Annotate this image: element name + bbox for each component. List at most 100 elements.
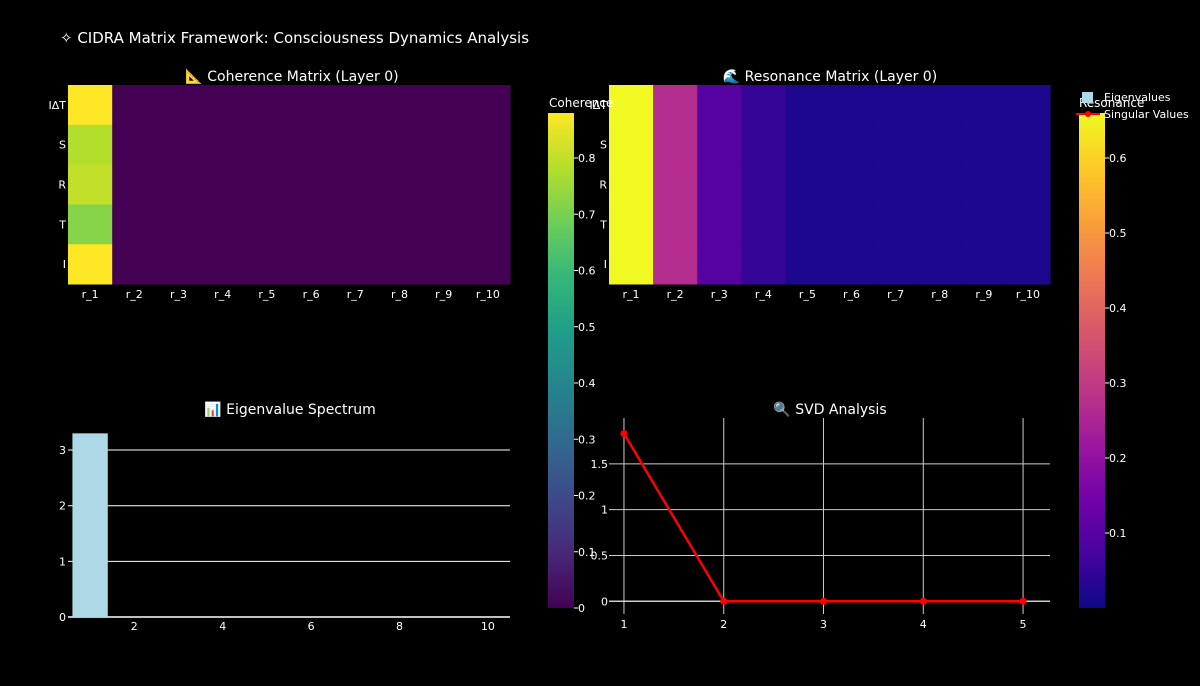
coh-cell-2-1 bbox=[112, 164, 157, 205]
svd-point bbox=[820, 597, 828, 605]
res-cell-4-5 bbox=[829, 244, 875, 285]
coh-cell-1-6 bbox=[333, 124, 378, 166]
res-cell-0-8 bbox=[961, 85, 1007, 126]
res-cell-0-3 bbox=[741, 85, 786, 126]
res-cb-tick-label: 0.5 bbox=[1109, 227, 1127, 240]
coh-cell-4-5 bbox=[289, 244, 334, 285]
coherence-colorbar: Coherence 0 0.1 0.2 0.3 0.4 0.5 0.6 0.7 0.8 bbox=[548, 96, 613, 615]
svd-gridlines bbox=[609, 418, 1050, 614]
res-y-tick: T bbox=[599, 218, 607, 231]
res-y-tick: I bbox=[604, 258, 607, 271]
res-cell-4-9 bbox=[1005, 244, 1051, 285]
res-cell-0-1 bbox=[653, 85, 698, 126]
res-x-tick: r_5 bbox=[799, 288, 816, 301]
legend-eigenvalues-swatch bbox=[1082, 92, 1093, 103]
res-cell-2-0 bbox=[609, 164, 654, 205]
resonance-title: 🌊 Resonance Matrix (Layer 0) bbox=[723, 68, 937, 85]
coh-x-tick: r_3 bbox=[170, 288, 187, 301]
eigen-x-ticks: 2 4 6 8 10 bbox=[131, 620, 495, 633]
coh-cb-tick-label: 0 bbox=[578, 602, 585, 615]
res-cb-tick-label: 0.3 bbox=[1109, 377, 1127, 390]
legend-item-singular-values[interactable]: Singular Values bbox=[1076, 108, 1189, 121]
coh-cb-tick-label: 0.5 bbox=[578, 321, 596, 334]
coh-cell-1-3 bbox=[200, 124, 246, 166]
coh-x-tick: r_10 bbox=[476, 288, 500, 301]
eigen-y-tick: 3 bbox=[59, 444, 66, 457]
coh-cell-3-2 bbox=[156, 204, 202, 245]
res-cell-2-8 bbox=[961, 164, 1007, 205]
res-cell-4-6 bbox=[873, 244, 919, 285]
coh-cell-2-4 bbox=[244, 164, 290, 205]
res-x-tick: r_9 bbox=[975, 288, 992, 301]
svd-x-tick: 2 bbox=[720, 618, 727, 631]
coh-cell-0-8 bbox=[421, 85, 467, 126]
res-cell-1-2 bbox=[697, 124, 742, 166]
coh-cell-3-4 bbox=[244, 204, 290, 245]
res-cell-2-3 bbox=[741, 164, 786, 205]
res-cb-tick-label: 0.6 bbox=[1109, 152, 1127, 165]
res-cell-2-1 bbox=[653, 164, 698, 205]
coh-cell-0-0 bbox=[68, 85, 113, 126]
res-cell-2-4 bbox=[785, 164, 830, 205]
res-cb-tick-label: 0.2 bbox=[1109, 452, 1127, 465]
res-cell-1-7 bbox=[917, 124, 963, 166]
res-cell-4-8 bbox=[961, 244, 1007, 285]
coh-y-tick: T bbox=[58, 218, 66, 231]
coh-cell-2-5 bbox=[289, 164, 334, 205]
res-cell-0-4 bbox=[785, 85, 830, 126]
resonance-y-ticks: IΔT S R T I bbox=[590, 99, 608, 271]
coh-cell-3-3 bbox=[200, 204, 246, 245]
coh-cell-0-3 bbox=[200, 85, 246, 126]
res-cell-1-4 bbox=[785, 124, 830, 166]
coh-x-tick: r_1 bbox=[82, 288, 99, 301]
svd-point bbox=[720, 597, 728, 605]
coh-cell-0-2 bbox=[156, 85, 202, 126]
res-cell-0-2 bbox=[697, 85, 742, 126]
coh-cell-1-8 bbox=[421, 124, 467, 166]
svd-x-tick: 1 bbox=[620, 618, 627, 631]
coh-cell-1-2 bbox=[156, 124, 202, 166]
res-y-tick: R bbox=[599, 179, 607, 192]
resonance-heatmap-panel: 🌊 Resonance Matrix (Layer 0) r_1 r_2 r_3 r_… bbox=[590, 68, 1051, 301]
coh-cell-3-6 bbox=[333, 204, 378, 245]
coh-cell-0-5 bbox=[289, 85, 334, 126]
res-cell-2-9 bbox=[1005, 164, 1051, 205]
coh-cell-1-9 bbox=[465, 124, 511, 166]
eigen-y-tick: 1 bbox=[59, 555, 66, 568]
res-cell-1-9 bbox=[1005, 124, 1051, 166]
coh-cell-4-2 bbox=[156, 244, 202, 285]
coh-cell-3-8 bbox=[421, 204, 467, 245]
resonance-colorbar-ticks: 0.1 0.2 0.3 0.4 0.5 0.6 bbox=[1105, 152, 1127, 540]
coh-cell-4-6 bbox=[333, 244, 378, 285]
coh-cb-tick-label: 0.1 bbox=[578, 546, 596, 559]
res-cell-0-7 bbox=[917, 85, 963, 126]
res-cell-3-4 bbox=[785, 204, 830, 245]
coh-cell-1-5 bbox=[289, 124, 334, 166]
res-cell-1-6 bbox=[873, 124, 919, 166]
res-x-tick: r_4 bbox=[755, 288, 772, 301]
resonance-x-ticks: r_1 r_2 r_3 r_4 r_5 r_6 r_7 r_8 r_9 r_10 bbox=[623, 288, 1040, 301]
eigen-bars bbox=[72, 433, 108, 617]
coh-cb-tick-label: 0.7 bbox=[578, 208, 596, 221]
legend-item-eigenvalues[interactable]: Eigenvalues bbox=[1082, 91, 1171, 104]
res-cell-2-5 bbox=[829, 164, 875, 205]
svd-y-tick: 0.5 bbox=[591, 549, 609, 562]
res-cb-tick-label: 0.4 bbox=[1109, 302, 1127, 315]
coh-cell-3-0 bbox=[68, 204, 113, 245]
coh-cell-2-8 bbox=[421, 164, 467, 205]
coh-cell-4-4 bbox=[244, 244, 290, 285]
res-cell-3-1 bbox=[653, 204, 698, 245]
coh-cell-2-9 bbox=[465, 164, 511, 205]
coh-cell-1-1 bbox=[112, 124, 157, 166]
res-cell-4-7 bbox=[917, 244, 963, 285]
res-cell-1-5 bbox=[829, 124, 875, 166]
resonance-colorbar-ramp bbox=[1079, 113, 1105, 608]
coh-cell-3-7 bbox=[377, 204, 423, 245]
res-cell-3-6 bbox=[873, 204, 919, 245]
legend[interactable]: Eigenvalues Singular Values bbox=[1076, 91, 1189, 121]
svd-point bbox=[1019, 597, 1027, 605]
eigen-x-tick: 8 bbox=[396, 620, 403, 633]
eigen-bar bbox=[72, 433, 108, 617]
coh-cell-4-9 bbox=[465, 244, 511, 285]
